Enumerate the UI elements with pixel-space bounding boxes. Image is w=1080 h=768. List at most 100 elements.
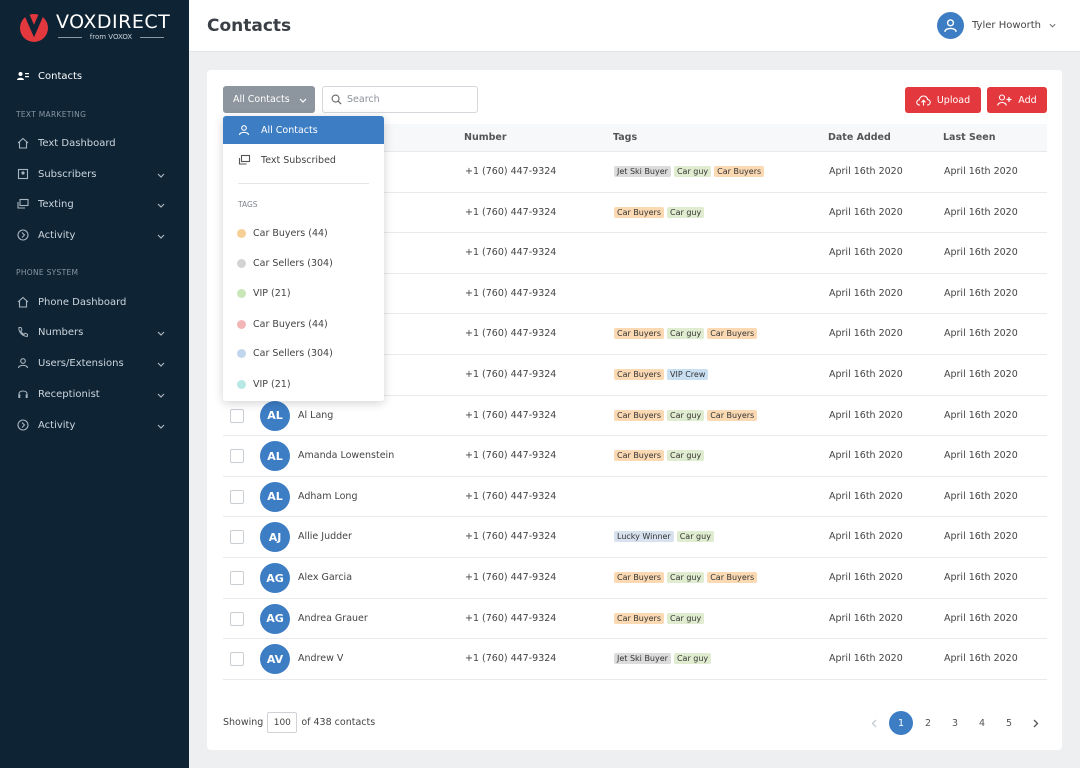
prev-page-button[interactable] [862,711,886,735]
tag-color-dot [237,228,246,238]
sidebar-item-subscribers[interactable]: Subscribers [0,159,189,189]
contact-name[interactable]: Amanda Lowenstein [298,450,395,462]
contact-name[interactable]: Al Lang [298,409,334,421]
contact-filter-dropdown[interactable]: All Contacts [223,86,315,113]
contact-number: +1 (760) 447-9324 [465,328,557,340]
chevron-down-icon [157,170,165,181]
page-1-button[interactable]: 1 [889,711,913,735]
column-header-date-added[interactable]: Date Added [828,132,891,143]
sidebar-item-activity-phone[interactable]: Activity [0,410,189,440]
menu-tag-item[interactable]: Car Sellers (304) [223,340,384,366]
menu-tag-label: VIP (21) [253,287,291,299]
date-added: April 16th 2020 [829,531,903,543]
menu-tag-item[interactable]: Car Buyers (44) [223,220,384,246]
page-4-button[interactable]: 4 [978,717,986,729]
column-header-number[interactable]: Number [464,132,507,143]
date-added: April 16th 2020 [829,247,903,259]
last-seen: April 16th 2020 [944,531,1018,543]
sidebar-item-users-extensions[interactable]: Users/Extensions [0,348,189,378]
next-page-button[interactable] [1024,711,1048,735]
sidebar-item-contacts[interactable]: Contacts [0,61,189,91]
table-row[interactable]: AG Andrea Grauer +1 (760) 447-9324 Car Buye… [223,599,1047,640]
page-2-button[interactable]: 2 [924,717,932,729]
menu-item-label: All Contacts [261,124,318,136]
per-page-select[interactable]: 100 [267,712,298,733]
tag-badge: Car Buyers [614,369,664,380]
page-3-button[interactable]: 3 [951,717,959,729]
last-seen: April 16th 2020 [944,369,1018,380]
menu-tag-item[interactable]: VIP (21) [223,371,384,397]
contact-number: +1 (760) 447-9324 [465,531,557,543]
avatar: AV [260,644,290,675]
sidebar-item-texting[interactable]: Texting [0,189,189,219]
tag-badge: Car Buyers [614,328,664,340]
menu-item-text-subscribed[interactable]: Text Subscribed [223,146,384,174]
sidebar-item-label: Contacts [38,70,83,82]
row-checkbox[interactable] [230,530,244,545]
sidebar-item-label: Phone Dashboard [38,296,127,308]
contact-number: +1 (760) 447-9324 [465,490,557,502]
sidebar-item-activity-text[interactable]: Activity [0,220,189,250]
sidebar-item-text-dashboard[interactable]: Text Dashboard [0,128,189,158]
row-checkbox[interactable] [230,408,244,423]
column-header-last-seen[interactable]: Last Seen [943,132,996,143]
row-divider [223,394,1047,396]
last-seen: April 16th 2020 [944,572,1018,583]
table-row[interactable]: AG Alex Garcia +1 (760) 447-9324 Car Buyers… [223,558,1047,599]
table-row[interactable]: AV Andrew V +1 (760) 447-9324 Jet Ski Buyer… [223,639,1047,680]
row-checkbox[interactable] [230,652,244,667]
chevron-down-icon [157,200,165,211]
contact-name[interactable]: Allie Judder [298,531,352,543]
brand-logo[interactable]: VOXDIRECT from VOXOX [16,10,176,44]
menu-tag-item[interactable]: Car Sellers (304) [223,250,384,276]
column-header-tags[interactable]: Tags [613,132,638,143]
menu-tag-item[interactable]: Car Buyers (44) [223,311,384,337]
cloud-upload-icon [916,94,931,106]
menu-tag-item[interactable]: VIP (21) [223,280,384,306]
row-checkbox[interactable] [230,611,244,626]
tag-list: Car Buyers Car guy [614,206,705,218]
user-icon [944,19,957,33]
user-menu[interactable]: Tyler Howorth [937,12,1056,39]
tag-color-dot [237,288,246,298]
row-checkbox[interactable] [230,489,244,504]
tag-list: Lucky Winner Car guy [614,531,714,543]
row-checkbox[interactable] [230,449,244,464]
table-row[interactable]: AL Amanda Lowenstein +1 (760) 447-9324 Car … [223,436,1047,477]
sidebar-item-receptionist[interactable]: Receptionist [0,379,189,409]
menu-tag-label: Car Buyers (44) [253,227,328,239]
last-seen: April 16th 2020 [944,247,1018,259]
tag-color-dot [237,379,246,389]
search-box[interactable] [322,86,478,113]
contact-name[interactable]: Andrea Grauer [298,612,368,624]
page-5-button[interactable]: 5 [1005,717,1013,729]
menu-divider [238,183,369,184]
sidebar-item-phone-dashboard[interactable]: Phone Dashboard [0,287,189,317]
row-checkbox[interactable] [230,571,244,585]
user-icon [238,124,252,136]
contact-name[interactable]: Andrew V [298,653,344,665]
table-row[interactable]: AJ Allie Judder +1 (760) 447-9324 Lucky Win… [223,517,1047,558]
menu-item-label: Text Subscribed [261,154,336,166]
contact-number: +1 (760) 447-9324 [465,369,557,380]
sidebar-item-numbers[interactable]: Numbers [0,317,189,347]
table-row[interactable]: +1 (760) 447-9324 Jet Ski Buyer Car guy Car… [223,152,1047,193]
tag-badge: Car Buyers [707,572,758,583]
upload-button[interactable]: Upload [905,87,981,113]
table-row[interactable]: AL Al Lang +1 (760) 447-9324 Car Buyers Car … [223,396,1047,437]
add-contact-button[interactable]: Add [987,87,1047,113]
avatar [937,12,964,39]
tag-badge: Car guy [676,531,714,543]
menu-item-all-contacts[interactable]: All Contacts [223,116,384,144]
last-seen: April 16th 2020 [944,490,1018,502]
table-row[interactable]: AL Adham Long +1 (760) 447-9324 April 16th … [223,477,1047,518]
search-input[interactable] [347,94,467,105]
add-user-icon [997,94,1012,106]
contact-name[interactable]: Adham Long [298,490,358,502]
row-divider [223,556,1047,558]
contact-name[interactable]: Alex Garcia [298,572,353,583]
upload-label: Upload [936,94,971,106]
contact-number: +1 (760) 447-9324 [465,653,557,665]
date-added: April 16th 2020 [829,572,903,583]
